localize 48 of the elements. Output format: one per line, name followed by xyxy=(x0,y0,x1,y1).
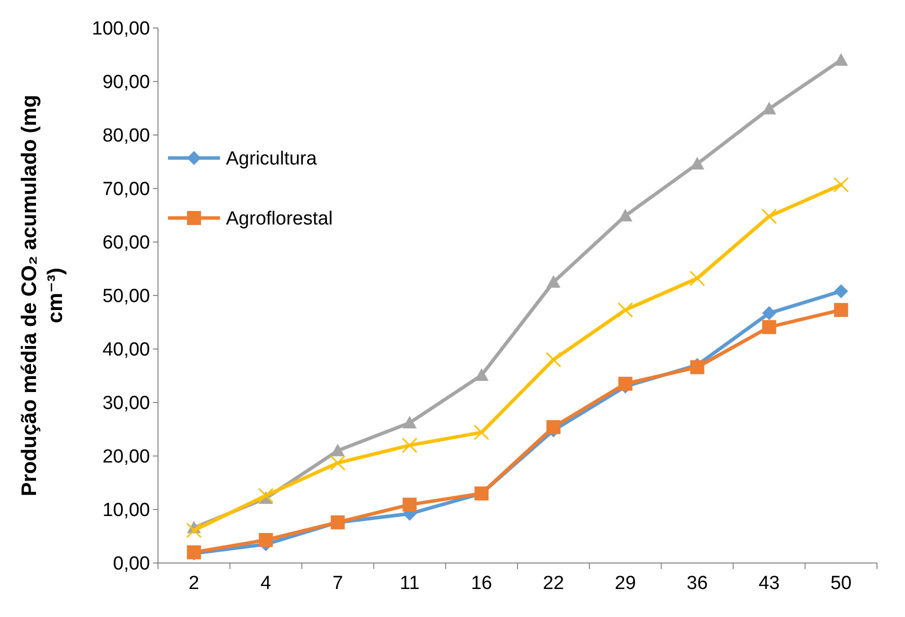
x-tick-label: 29 xyxy=(614,573,636,594)
x-tick-label: 50 xyxy=(830,573,852,594)
point xyxy=(258,532,273,547)
legend-label: Agroflorestal xyxy=(226,208,333,230)
point xyxy=(330,455,346,471)
point xyxy=(618,302,634,318)
point xyxy=(474,368,489,381)
point xyxy=(258,488,274,504)
point xyxy=(618,376,632,391)
y-tick-label: 70,00 xyxy=(102,179,150,200)
y-axis-title: Produção média de CO₂ acumulado (mg cm⁻³) xyxy=(18,94,67,496)
legend-label: Agricultura xyxy=(226,148,318,170)
point xyxy=(618,208,632,222)
x-tick-label: 11 xyxy=(400,573,420,594)
y-tick-label: 20,00 xyxy=(102,446,150,468)
point xyxy=(186,522,202,538)
point xyxy=(402,498,417,512)
x-tick-label: 16 xyxy=(470,573,492,594)
y-tick-label: 10,00 xyxy=(102,500,150,522)
point xyxy=(761,208,777,224)
x-tick-label: 43 xyxy=(758,573,780,594)
point xyxy=(330,444,345,456)
point xyxy=(762,320,776,334)
x-tick-label: 7 xyxy=(332,573,344,594)
x-tick-label: 2 xyxy=(188,573,200,594)
y-tick-label: 40,00 xyxy=(102,340,150,361)
point xyxy=(690,270,705,286)
x-tick-label: 22 xyxy=(542,573,564,594)
y-tick-label: 90,00 xyxy=(102,72,150,94)
x-tick-label: 4 xyxy=(260,573,272,594)
point xyxy=(474,424,490,440)
y-tick-label: 50,00 xyxy=(102,286,150,308)
y-tick-label: 100,00 xyxy=(92,18,150,40)
x-tick-label: 36 xyxy=(686,573,708,594)
y-tick-label: 60,00 xyxy=(102,232,150,254)
y-tick-label: 0,00 xyxy=(113,554,150,575)
point xyxy=(402,416,417,428)
point xyxy=(834,284,848,298)
point xyxy=(762,306,776,320)
y-tick-label: 30,00 xyxy=(102,393,150,414)
point xyxy=(833,177,849,193)
point xyxy=(546,352,562,368)
point xyxy=(834,302,848,317)
point xyxy=(402,438,418,454)
y-tick-label: 80,00 xyxy=(102,126,150,147)
point xyxy=(762,102,776,114)
point xyxy=(546,275,560,288)
point xyxy=(834,53,848,66)
